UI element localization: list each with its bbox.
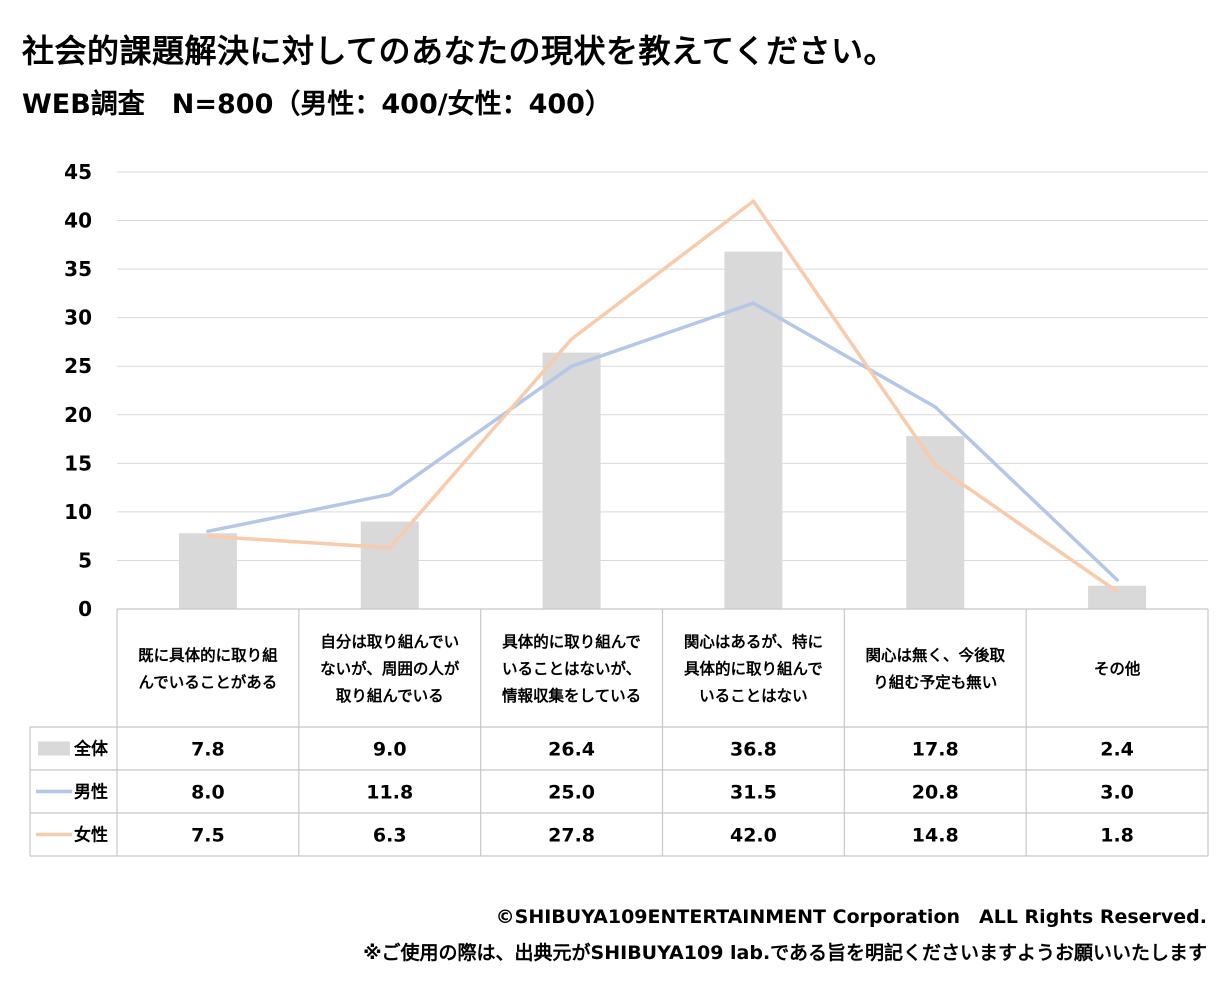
chart-subtitle: WEB調査 N=800（男性：400/女性：400）: [22, 89, 612, 120]
line-男性: [206, 301, 1119, 582]
legend-label: 全体: [73, 739, 109, 760]
data-label: 6.3: [373, 825, 407, 847]
legend-key-全体: [38, 741, 70, 756]
legend-label: 男性: [74, 782, 108, 803]
data-label: 7.8: [191, 739, 225, 761]
usage-notice: ※ご使用の際は、出典元がSHIBUYA109 lab.である旨を明記くださいます…: [363, 942, 1207, 964]
data-label: 11.8: [366, 782, 413, 804]
line-女性: [206, 199, 1119, 594]
data-label: 7.5: [191, 825, 225, 847]
data-label: 26.4: [548, 739, 595, 761]
bar-全体: [1088, 585, 1147, 609]
data-label: 36.8: [730, 739, 777, 761]
data-label: 17.8: [912, 739, 959, 761]
y-tick-label: 30: [64, 306, 92, 330]
data-label: 20.8: [912, 782, 959, 804]
data-label: 25.0: [548, 782, 595, 804]
data-label: 9.0: [373, 739, 407, 761]
y-tick-label: 15: [64, 451, 92, 475]
bar-全体: [724, 251, 783, 609]
data-label: 1.8: [1100, 825, 1134, 847]
data-label: 8.0: [191, 782, 225, 804]
category-label: 関心はあるが、特に具体的に取り組んでいることはない: [684, 632, 823, 705]
data-label: 27.8: [548, 825, 595, 847]
data-label: 14.8: [912, 825, 959, 847]
chart-title: 社会的課題解決に対してのあなたの現状を教えてください。: [22, 32, 896, 70]
data-label: 2.4: [1100, 739, 1134, 761]
bar-全体: [542, 352, 601, 609]
data-label: 31.5: [730, 782, 777, 804]
copyright-text: ©SHIBUYA109ENTERTAINMENT Corporation ALL…: [495, 906, 1207, 928]
y-tick-label: 45: [64, 160, 92, 184]
category-label: 関心は無く、今後取り組む予定も無い: [865, 646, 1005, 692]
y-tick-label: 5: [78, 548, 92, 572]
data-label: 42.0: [730, 825, 777, 847]
category-label: 具体的に取り組んでいることはないが、情報収集をしている: [502, 632, 641, 705]
bar-全体: [360, 521, 419, 609]
y-tick-label: 40: [64, 209, 92, 233]
legend-label: 女性: [74, 825, 108, 846]
bar-全体: [178, 533, 237, 609]
bar-全体: [906, 436, 965, 609]
y-tick-label: 0: [78, 597, 92, 621]
y-tick-label: 35: [64, 257, 92, 281]
data-label: 3.0: [1100, 782, 1134, 804]
y-tick-label: 10: [64, 500, 92, 524]
category-label: 既に具体的に取り組んでいることがある: [138, 646, 278, 692]
category-label: その他: [1094, 659, 1141, 678]
category-label: 自分は取り組んでいないが、周囲の人が取り組んでいる: [320, 632, 460, 705]
y-tick-label: 20: [64, 403, 92, 427]
y-tick-label: 25: [64, 354, 92, 378]
